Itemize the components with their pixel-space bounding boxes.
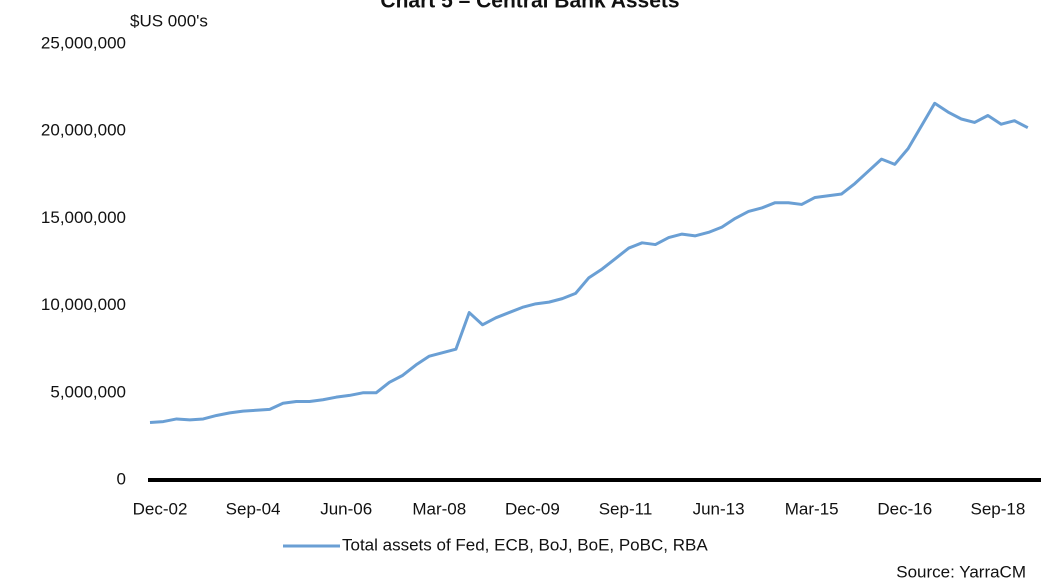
y-tick-label: 5,000,000 — [50, 382, 126, 401]
x-tick-label: Dec-16 — [877, 499, 932, 518]
data-line — [149, 101, 1029, 424]
y-axis-label: $US 000's — [130, 11, 208, 30]
x-tick-label: Mar-08 — [412, 499, 466, 518]
y-tick-label: 20,000,000 — [41, 121, 126, 140]
y-tick-label: 25,000,000 — [41, 33, 126, 52]
x-tick-label: Jun-06 — [320, 499, 372, 518]
x-tick-label: Sep-18 — [970, 499, 1025, 518]
x-tick-label: Mar-15 — [785, 499, 839, 518]
x-tick-label: Jun-13 — [693, 499, 745, 518]
x-tick-label: Sep-04 — [226, 499, 281, 518]
source: Source: YarraCM — [896, 562, 1026, 581]
x-tick-label: Dec-09 — [505, 499, 560, 518]
x-tick-label: Dec-02 — [133, 499, 188, 518]
y-tick-label: 0 — [117, 469, 126, 488]
x-tick-label: Sep-11 — [599, 499, 653, 518]
chart-title: Chart 5 – Central Bank Assets — [380, 0, 679, 13]
y-tick-label: 15,000,000 — [41, 208, 126, 227]
y-tick-label: 10,000,000 — [41, 295, 126, 314]
legend-label: Total assets of Fed, ECB, BoJ, BoE, PoBC… — [342, 535, 708, 554]
